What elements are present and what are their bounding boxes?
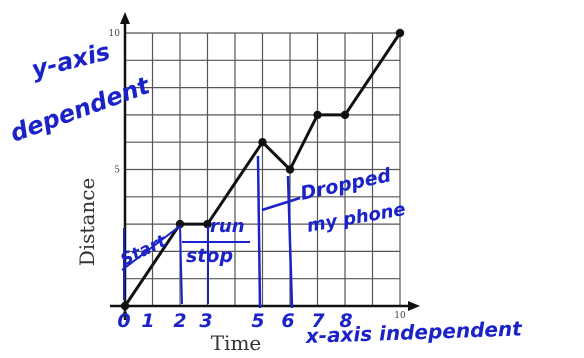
data-point — [340, 110, 350, 120]
x-tick-label: 10 — [394, 311, 406, 321]
y-tick-label: 5 — [114, 166, 120, 176]
segment-stop-label: stop — [186, 245, 233, 267]
data-point — [120, 301, 130, 311]
segment-dropped-label: Dropped — [298, 164, 393, 205]
data-point — [313, 110, 322, 120]
hand-tick-label: 2 — [173, 310, 186, 332]
chart-grid — [124, 32, 401, 307]
segment-run-label: run — [210, 216, 245, 237]
distance-line — [123, 32, 402, 307]
hand-tick-label: 3 — [199, 310, 212, 332]
hand-tick-label: 5 — [251, 310, 264, 332]
series-line — [120, 28, 405, 311]
hand-tick-label: 1 — [141, 310, 154, 332]
hand-tick-label: 7 — [311, 310, 325, 332]
y-tick-label: 10 — [109, 29, 121, 39]
x-axis-title: Time — [211, 331, 262, 355]
chart-axes — [110, 12, 420, 320]
phone-divider — [286, 175, 294, 309]
x-axis-arrow — [408, 301, 420, 311]
data-point — [175, 219, 185, 229]
segment-dropped-label-2: my phone — [305, 199, 407, 237]
dropped-arrow-dash — [261, 196, 301, 212]
hand-tick-label: 8 — [339, 310, 352, 332]
x-tick-label: 0 — [122, 311, 128, 321]
data-point — [258, 138, 267, 147]
y-axis-note-line1: y-axis — [29, 37, 113, 83]
y-axis-arrow — [120, 12, 130, 24]
tick-labels: 0 10 5 10 — [109, 29, 406, 321]
data-point — [203, 219, 212, 229]
y-axis-title: Distance — [75, 178, 99, 267]
x-axis-note: x-axis independent — [304, 316, 523, 348]
run-divider — [256, 155, 262, 309]
data-point — [285, 165, 295, 174]
hand-tick-label: 6 — [281, 310, 294, 332]
start-bracket — [121, 225, 181, 300]
data-point — [395, 28, 405, 38]
stop-bracket — [179, 225, 250, 305]
hand-tick-label: 0 — [117, 310, 130, 332]
y-axis-note-line2: dependent — [6, 71, 154, 148]
